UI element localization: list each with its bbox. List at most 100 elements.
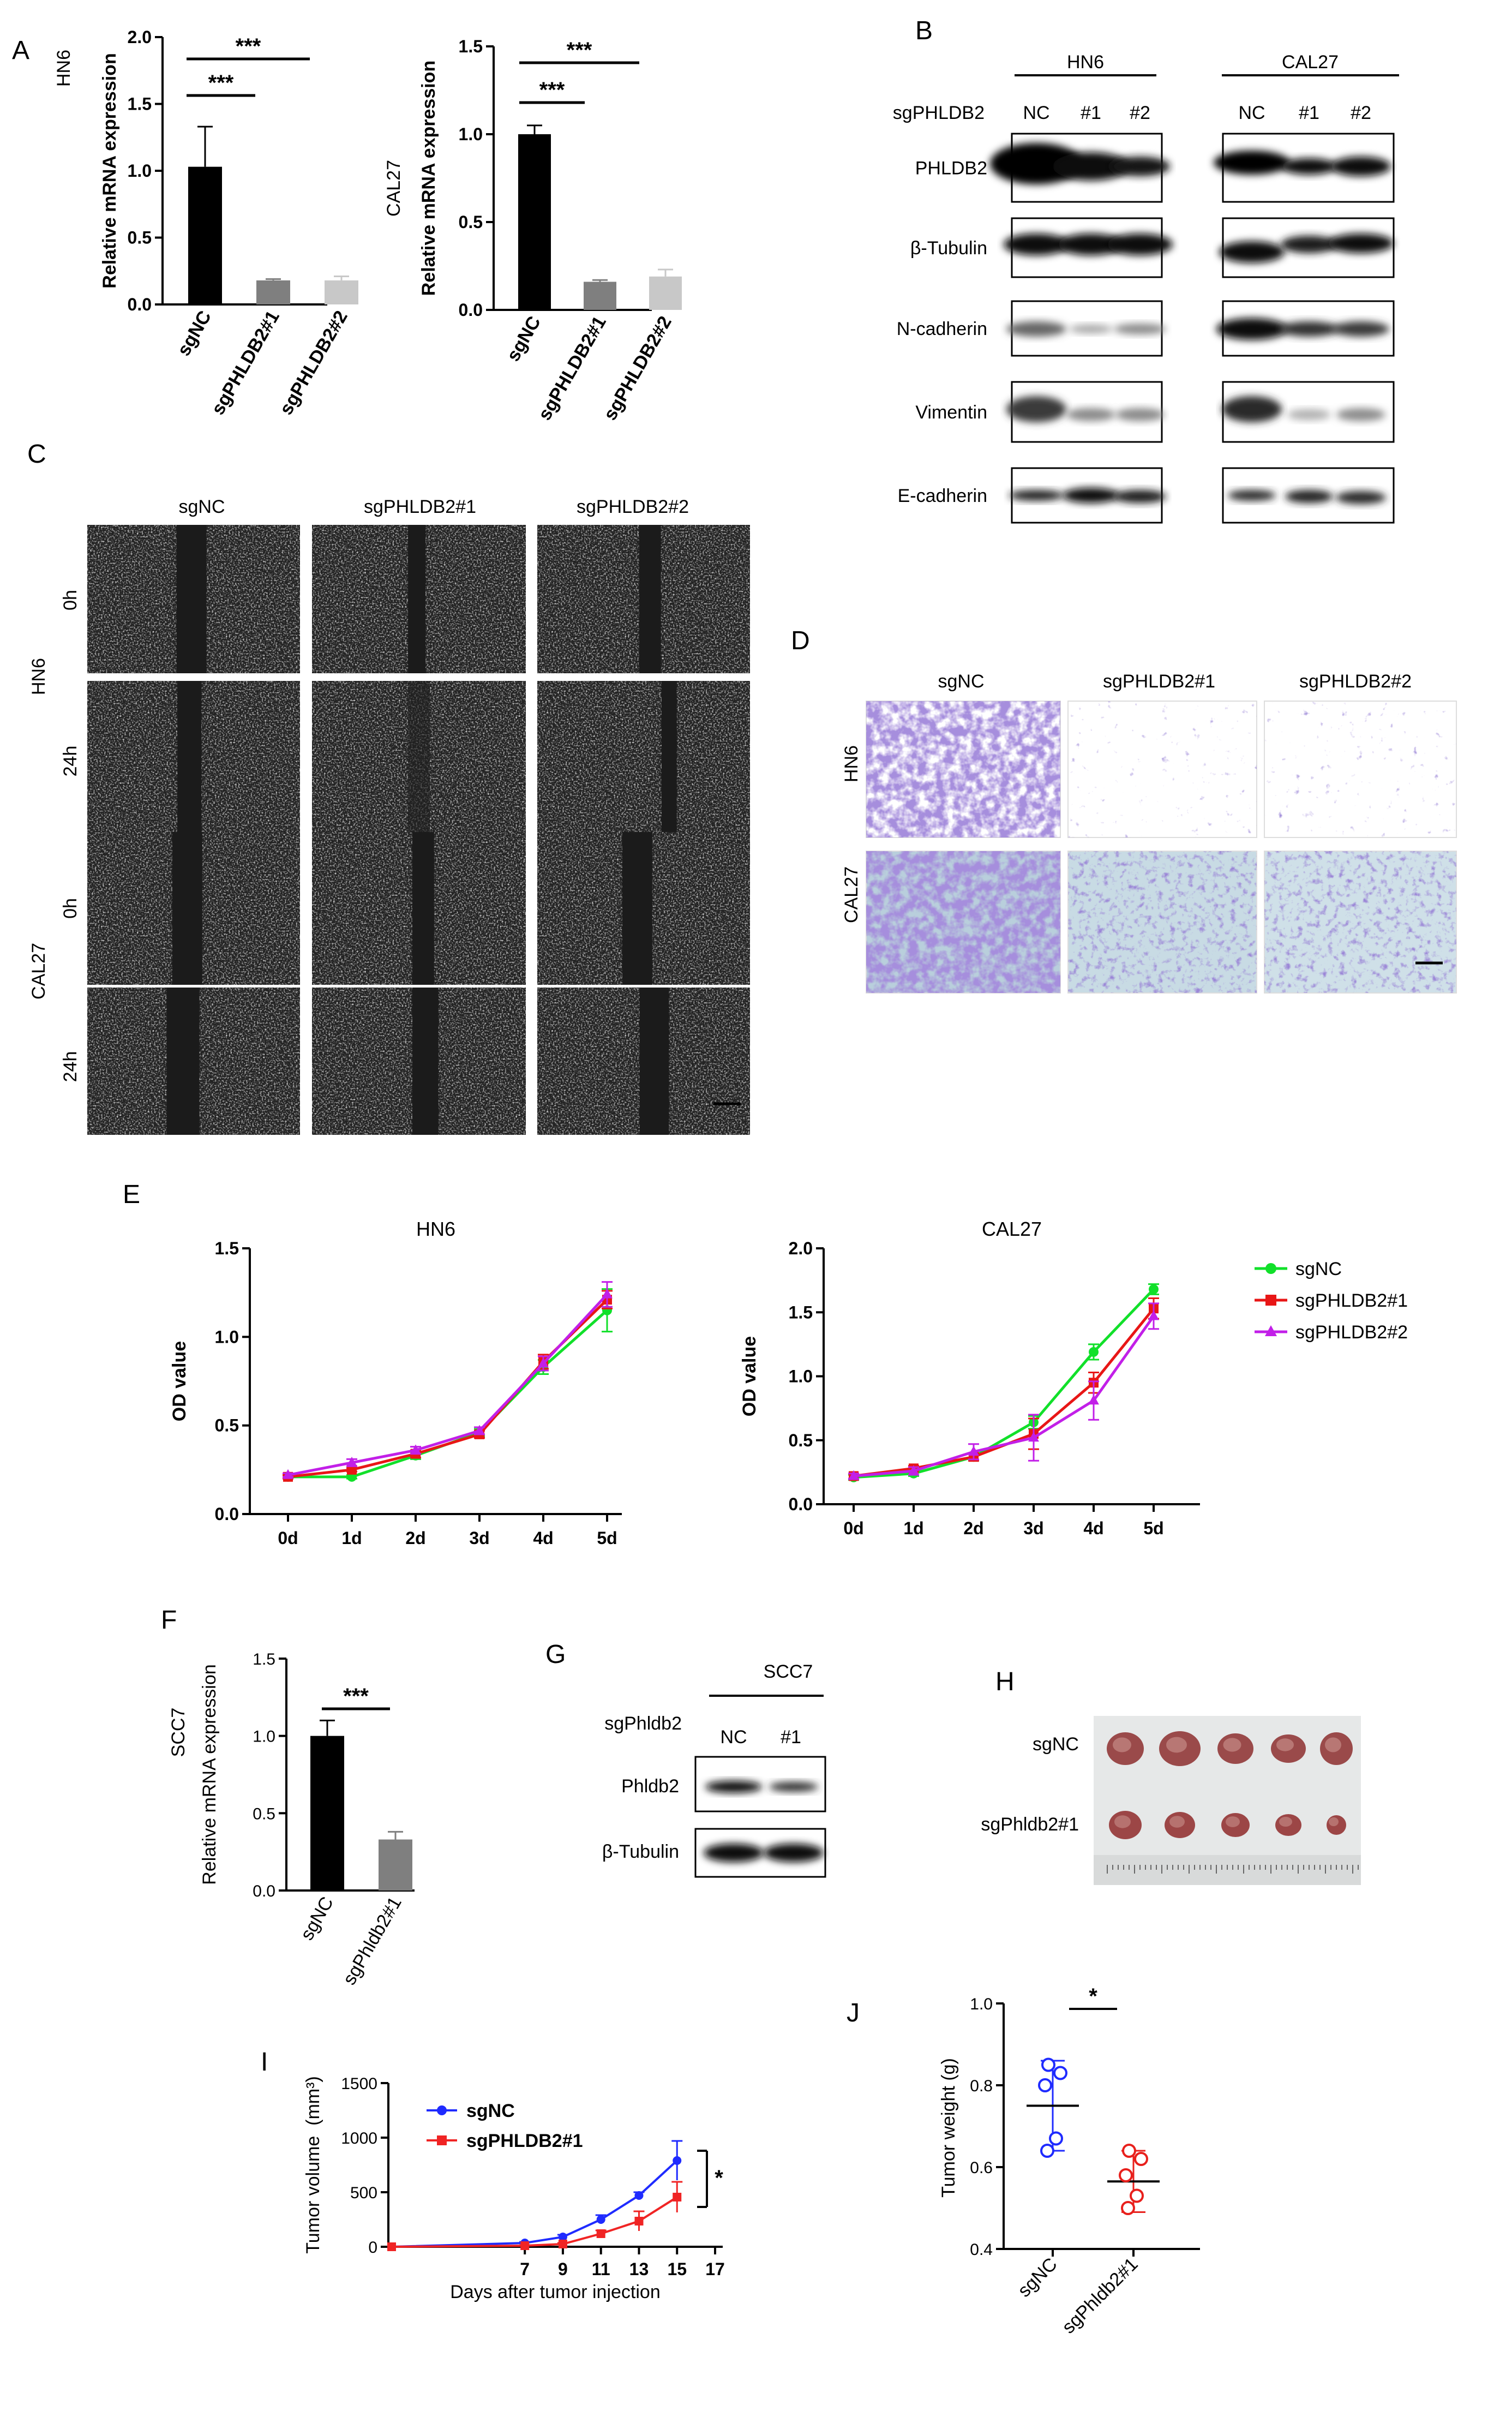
wound-gap	[177, 681, 202, 834]
x-tick-label: 4d	[533, 1528, 553, 1548]
blot-b-band	[1336, 491, 1386, 504]
panel-label-h: H	[995, 1667, 1015, 1696]
blot-b-band	[1219, 241, 1285, 263]
wound-gap	[661, 681, 677, 834]
data-point	[538, 1357, 549, 1368]
data-point	[1040, 2144, 1054, 2158]
data-point	[1038, 2078, 1052, 2092]
data-point	[1041, 2057, 1055, 2072]
data-point	[347, 1464, 357, 1475]
x-tick-label: 13	[629, 2259, 649, 2279]
wound-gap	[639, 525, 661, 673]
blot-b-band	[1222, 396, 1282, 422]
data-point	[634, 2191, 644, 2200]
x-tick-label: 4d	[1083, 1518, 1103, 1538]
x-tick-label: 0d	[278, 1528, 298, 1548]
data-point	[387, 2242, 396, 2251]
data-point	[1053, 2066, 1067, 2080]
photo-h-row: sgNC	[1033, 1734, 1079, 1755]
blot-g-title: SCC7	[764, 1661, 813, 1682]
panel-label-j: J	[847, 1999, 860, 2027]
x-tick-label: 17	[705, 2259, 725, 2279]
blot-b-band	[1053, 152, 1129, 181]
x-tick-label: sgPHLDB2#1	[534, 313, 610, 424]
bar	[325, 280, 358, 304]
blot-b-band	[1006, 321, 1066, 337]
series-line	[391, 2196, 678, 2248]
y-axis-label: Relative mRNA expression	[199, 1664, 220, 1884]
x-tick-label: 11	[592, 2259, 610, 2279]
y-tick-label: 2.0	[128, 27, 152, 47]
x-axis-label: Days after tumor injection	[450, 2282, 661, 2302]
tumor-highlight	[1223, 1738, 1241, 1752]
y-tick-label: 1500	[341, 2075, 377, 2093]
wound-image	[87, 681, 300, 834]
tumor-highlight	[1169, 1816, 1185, 1828]
side-label: HN6	[53, 50, 74, 87]
transwell-image-cells	[1264, 701, 1456, 837]
wound-gap	[408, 525, 426, 673]
blot-b-band	[1328, 234, 1394, 253]
blot-b-band	[1285, 490, 1333, 503]
wound-c-line-hn6: HN6	[28, 658, 49, 695]
blot-g-row: Phldb2	[621, 1776, 679, 1797]
y-tick-label: 0.0	[215, 1504, 239, 1524]
data-point	[1265, 1325, 1277, 1336]
data-point	[346, 1457, 357, 1467]
series-line	[287, 1299, 608, 1479]
data-point	[1149, 1284, 1159, 1295]
blot-b-band	[1333, 321, 1389, 337]
panel-label-g: G	[545, 1640, 566, 1669]
tumor-highlight	[1114, 1815, 1131, 1828]
transwell-image-cells	[1264, 851, 1456, 993]
data-point	[673, 2193, 682, 2201]
legend-label: sgNC	[466, 2101, 515, 2121]
wound-c-col: sgNC	[178, 496, 225, 517]
blot-b-lane: #1	[1299, 103, 1319, 123]
chart-i-tumor-volume: 0 500 1000 1500 7 9 11 13 15 17 Days after tumor i…	[303, 2075, 725, 2302]
transwell-image	[866, 701, 1061, 838]
data-point	[558, 2240, 567, 2248]
bar	[256, 280, 290, 304]
blot-b-band	[1006, 396, 1066, 422]
data-point	[1134, 2152, 1148, 2166]
x-tick-label: 1d	[903, 1518, 923, 1538]
y-axis-label: Relative mRNA expression	[99, 53, 120, 288]
blot-g: SCC7 sgPhldb2 NC #1 Phldb2 β-Tubulin	[602, 1661, 826, 1878]
data-point	[558, 2233, 567, 2241]
blot-b-row-label: β-Tubulin	[910, 238, 987, 259]
wound-gap	[176, 525, 207, 673]
wound-image	[312, 832, 526, 985]
significance-label: *	[715, 2166, 723, 2190]
transwell-image-cells	[1068, 701, 1257, 837]
blot-b-lane: #1	[1081, 103, 1101, 123]
x-tick-label: sgPHLDB2#2	[599, 313, 676, 424]
legend-label: sgPHLDB2#2	[1295, 1322, 1408, 1343]
chart-f-scc7: 0.0 0.5 1.0 1.5 sgNC sgPhldb2#1 Relative mRNA …	[168, 1650, 415, 1989]
transwell-d-col: sgPHLDB2#2	[1299, 671, 1412, 692]
data-point	[1148, 1310, 1159, 1320]
blot-g-row-header: sgPhldb2	[604, 1713, 682, 1734]
blot-b-band	[1214, 151, 1290, 175]
series-line	[853, 1315, 1155, 1477]
y-axis-label: Relative mRNA expression	[418, 61, 439, 296]
blot-b-row-label: PHLDB2	[915, 158, 987, 179]
x-tick-label: sgNC	[173, 307, 215, 360]
transwell-image-cells	[866, 701, 1060, 837]
x-tick-label: 7	[520, 2259, 530, 2279]
bar	[379, 1839, 412, 1890]
wound-c: sgNC sgPHLDB2#1 sgPHLDB2#2 HN6 CAL27 0h …	[28, 496, 750, 1135]
y-tick-label: 500	[350, 2184, 377, 2202]
data-point	[908, 1465, 919, 1475]
x-tick-label: 1d	[341, 1528, 362, 1548]
transwell-image	[1067, 851, 1257, 994]
wound-gap	[412, 832, 434, 985]
blot-b-band	[1069, 325, 1113, 333]
series-line	[391, 2159, 678, 2248]
wound-image	[312, 525, 526, 673]
panel-label-b: B	[915, 16, 933, 45]
x-tick-label: sgPHLDB2#1	[207, 307, 284, 418]
transwell-image	[1264, 701, 1457, 838]
data-point	[437, 2105, 447, 2115]
